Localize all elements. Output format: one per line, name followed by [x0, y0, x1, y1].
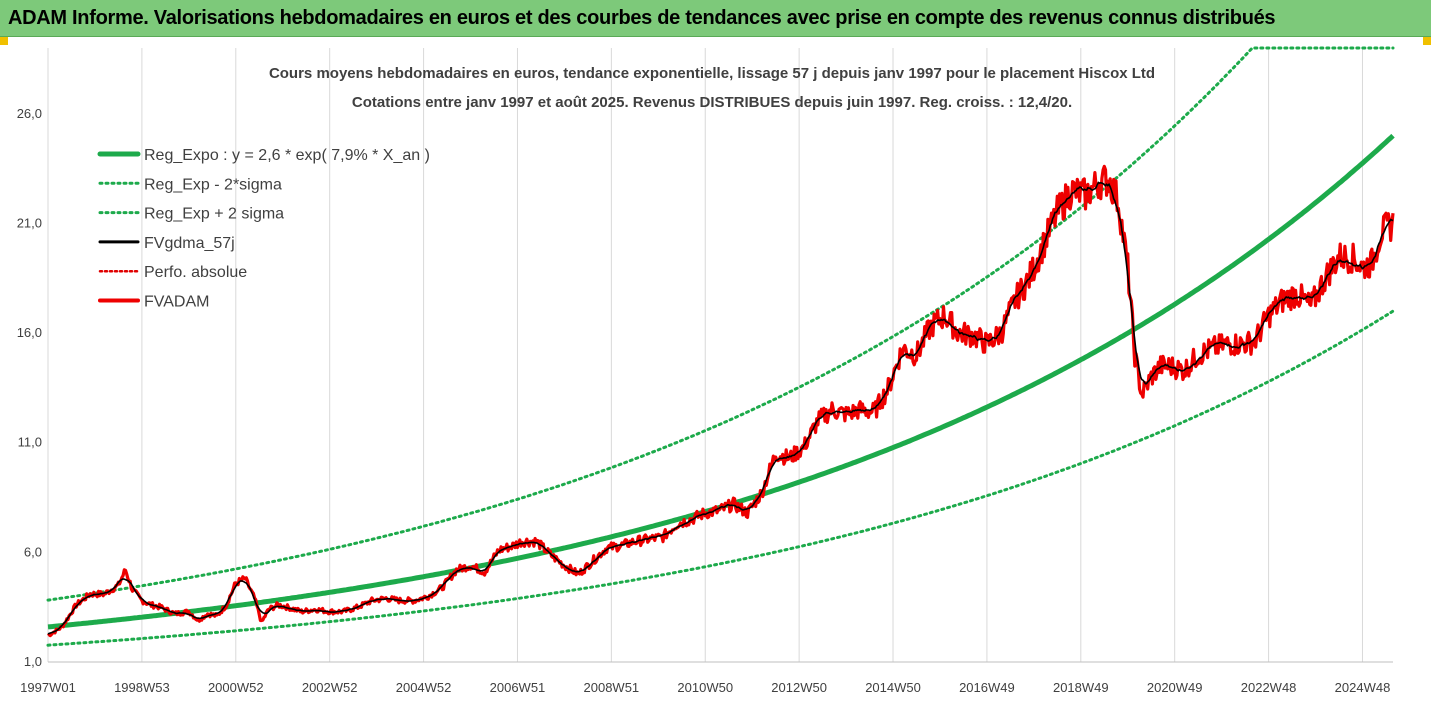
- band-high-line: [46, 46, 1395, 602]
- legend-label-perf: Perfo. absolue: [144, 264, 247, 281]
- frame-corner-top-left: [0, 37, 8, 45]
- report-title: ADAM Informe. Valorisations hebdomadaire…: [8, 7, 1276, 29]
- y-tick-label: 16,0: [17, 325, 42, 340]
- x-tick-label: 2014W50: [865, 680, 921, 695]
- x-tick-label: 1997W01: [20, 680, 76, 695]
- x-tick-label: 2006W51: [490, 680, 546, 695]
- smoothed-line: [47, 181, 1394, 635]
- y-tick-label: 1,0: [24, 654, 42, 669]
- legend-label-trend: Reg_Expo : y = 2,6 * exp( 7,9% * X_an ): [144, 147, 430, 164]
- legend-label-price: FVADAM: [144, 294, 209, 311]
- chart-legend: Reg_Expo : y = 2,6 * exp( 7,9% * X_an ) R…: [97, 147, 430, 311]
- x-tick-label: 2024W48: [1335, 680, 1391, 695]
- legend-label-band-high: Reg_Exp + 2 sigma: [144, 206, 284, 223]
- chart-plot-area: [46, 46, 1395, 647]
- chart-title: Cours moyens hebdomadaires en euros, ten…: [269, 65, 1155, 82]
- chart-gridlines: [47, 48, 1363, 662]
- x-tick-label: 2000W52: [208, 680, 264, 695]
- y-axis: 1,0 6,0 11,0 16,0 21,0 26,0: [17, 106, 42, 669]
- x-tick-label: 2002W52: [302, 680, 358, 695]
- y-tick-label: 11,0: [18, 435, 42, 450]
- x-tick-label: 2018W49: [1053, 680, 1109, 695]
- x-tick-label: 1998W53: [114, 680, 170, 695]
- band-low-line: [46, 309, 1395, 647]
- y-tick-label: 26,0: [17, 106, 42, 121]
- y-tick-label: 6,0: [24, 544, 42, 559]
- report-header: ADAM Informe. Valorisations hebdomadaire…: [0, 0, 1431, 37]
- x-axis: 1997W01 1998W53 2000W52 2002W52 2004W52 2006W…: [20, 661, 1393, 695]
- x-tick-label: 2020W49: [1147, 680, 1203, 695]
- x-tick-label: 2012W50: [771, 680, 827, 695]
- legend-label-band-low: Reg_Exp - 2*sigma: [144, 176, 282, 193]
- legend-label-smoothed: FVgdma_57j: [144, 235, 235, 252]
- x-tick-label: 2022W48: [1241, 680, 1297, 695]
- x-tick-label: 2008W51: [584, 680, 640, 695]
- x-tick-label: 2004W52: [396, 680, 452, 695]
- frame-corner-top-right: [1423, 37, 1431, 45]
- chart-subtitle: Cotations entre janv 1997 et août 2025. …: [352, 94, 1072, 111]
- x-tick-label: 2016W49: [959, 680, 1015, 695]
- x-tick-label: 2010W50: [677, 680, 733, 695]
- y-tick-label: 21,0: [17, 215, 42, 230]
